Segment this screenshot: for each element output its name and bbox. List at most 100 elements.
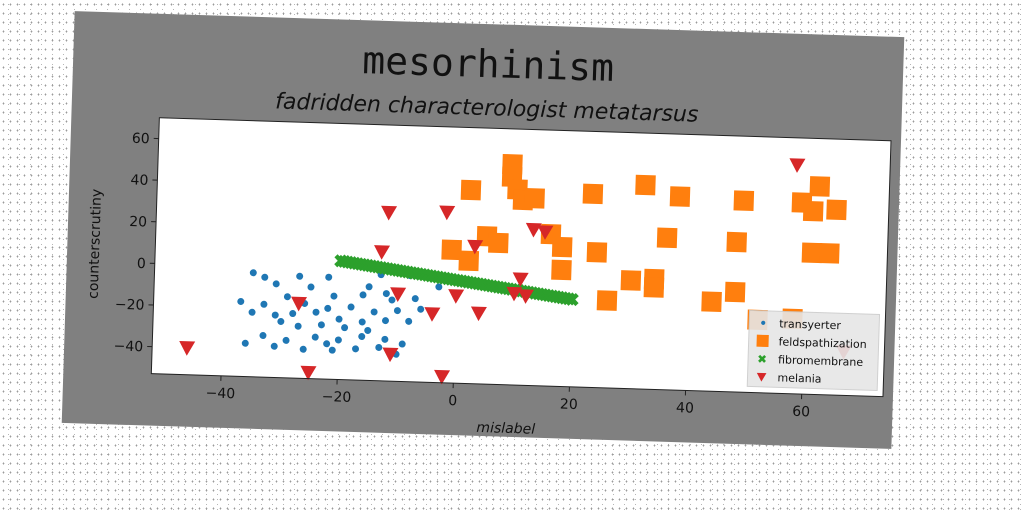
point-feldspathization-17 — [551, 236, 573, 258]
point-feldspathization-15 — [488, 232, 509, 254]
point-melania-9 — [448, 289, 465, 304]
point-melania-4 — [537, 225, 554, 240]
point-melania-11 — [517, 289, 534, 304]
point-transyerter-48 — [352, 345, 360, 353]
legend-marker-fibromembrane — [758, 354, 767, 363]
point-transyerter-12 — [330, 292, 338, 300]
point-feldspathization-11 — [809, 176, 831, 197]
point-transyerter-1 — [261, 273, 269, 281]
point-transyerter-47 — [328, 346, 336, 354]
point-melania-3 — [525, 222, 542, 238]
point-transyerter-44 — [241, 339, 249, 347]
point-transyerter-20 — [347, 303, 355, 311]
point-melania-18 — [434, 369, 451, 385]
point-feldspathization-5 — [460, 179, 482, 201]
point-transyerter-19 — [324, 304, 332, 312]
legend-label-feldspathization: feldspathization — [778, 335, 866, 351]
point-feldspathization-29 — [724, 281, 746, 303]
legend: transyerter feldspathization fibromembrane… — [746, 309, 881, 391]
legend-label-melania: melania — [777, 371, 821, 385]
point-feldspathization-28 — [643, 277, 665, 298]
point-transyerter-16 — [237, 298, 245, 306]
point-transyerter-42 — [381, 335, 389, 343]
point-transyerter-41 — [358, 333, 366, 341]
point-feldspathization-21 — [801, 242, 823, 264]
point-transyerter-33 — [317, 321, 325, 329]
point-feldspathization-4 — [524, 187, 545, 209]
point-transyerter-23 — [417, 305, 425, 313]
point-melania-8 — [390, 287, 407, 302]
point-melania-17 — [300, 365, 317, 381]
point-melania-7 — [512, 272, 529, 288]
point-transyerter-40 — [334, 336, 342, 344]
plot-area — [151, 117, 892, 397]
point-feldspathization-6 — [582, 183, 604, 205]
point-transyerter-30 — [381, 317, 389, 325]
point-feldspathization-23 — [441, 239, 462, 261]
point-feldspathization-19 — [656, 227, 678, 249]
point-transyerter-25 — [271, 311, 279, 319]
point-melania-14 — [470, 306, 487, 322]
x-tick-label--20: −20 — [322, 389, 352, 406]
point-transyerter-7 — [272, 280, 280, 288]
point-transyerter-15 — [411, 295, 419, 303]
point-feldspathization-8 — [669, 186, 691, 207]
y-tick-label-0: 0 — [137, 256, 146, 272]
point-transyerter-6 — [435, 283, 443, 291]
point-melania-1 — [381, 205, 398, 221]
point-transyerter-0 — [249, 269, 257, 277]
point-transyerter-35 — [364, 326, 372, 334]
point-feldspathization-26 — [620, 270, 642, 291]
point-melania-0 — [789, 158, 806, 173]
point-transyerter-29 — [358, 318, 366, 326]
point-transyerter-24 — [248, 308, 256, 316]
point-melania-6 — [374, 245, 391, 260]
point-feldspathization-12 — [802, 200, 824, 222]
point-melania-13 — [424, 307, 441, 322]
x-tick-label-0: 0 — [448, 393, 457, 409]
x-tick-label--40: −40 — [205, 385, 235, 402]
point-transyerter-32 — [294, 322, 302, 330]
plot-frame — [150, 117, 892, 398]
legend-marker-feldspathization — [756, 334, 769, 348]
point-melania-2 — [439, 205, 456, 221]
point-feldspathization-22 — [819, 243, 840, 264]
point-melania-15 — [179, 341, 196, 356]
point-transyerter-17 — [260, 300, 268, 308]
y-axis-label: counterscrutiny — [86, 189, 105, 299]
axes: −40 −20 0 20 40 60 −40 −20 0 20 40 60 mislabel counte… — [86, 117, 892, 438]
point-fibromembrane-69 — [565, 292, 579, 307]
legend-label-transyerter: transyerter — [779, 317, 842, 332]
point-transyerter-28 — [335, 315, 343, 323]
point-melania-16 — [382, 347, 399, 363]
point-feldspathization-25 — [551, 259, 572, 281]
point-transyerter-31 — [277, 317, 285, 325]
x-tick-label-40: 40 — [676, 400, 694, 417]
point-transyerter-49 — [375, 343, 383, 351]
legend-marker-melania — [756, 372, 767, 382]
scatter-plot: −40 −20 0 20 40 60 −40 −20 0 20 40 60 mislabel counte… — [86, 117, 892, 438]
point-feldspathization-31 — [596, 290, 618, 311]
x-axis-label: mislabel — [476, 420, 535, 438]
y-tick-label--40: −40 — [113, 338, 143, 355]
legend-box — [746, 309, 881, 391]
point-transyerter-13 — [359, 291, 367, 299]
point-transyerter-8 — [307, 283, 315, 291]
chart-figure: mesorhinism fadridden characterologist m… — [61, 11, 905, 449]
point-melania-10 — [506, 286, 523, 302]
point-transyerter-21 — [370, 308, 378, 316]
point-transyerter-11 — [283, 293, 291, 301]
point-transyerter-14 — [388, 296, 396, 304]
point-feldspathization-20 — [726, 231, 748, 253]
point-feldspathization-13 — [826, 199, 847, 221]
point-transyerter-51 — [323, 340, 331, 348]
point-feldspathization-24 — [458, 250, 480, 272]
point-transyerter-36 — [405, 317, 413, 325]
legend-label-fibromembrane: fibromembrane — [778, 353, 864, 369]
point-transyerter-26 — [289, 310, 297, 318]
point-transyerter-27 — [312, 308, 320, 316]
point-transyerter-43 — [398, 340, 406, 348]
y-tick-label-40: 40 — [130, 172, 148, 189]
point-feldspathization-9 — [733, 190, 755, 212]
x-tick-label-60: 60 — [792, 404, 810, 421]
